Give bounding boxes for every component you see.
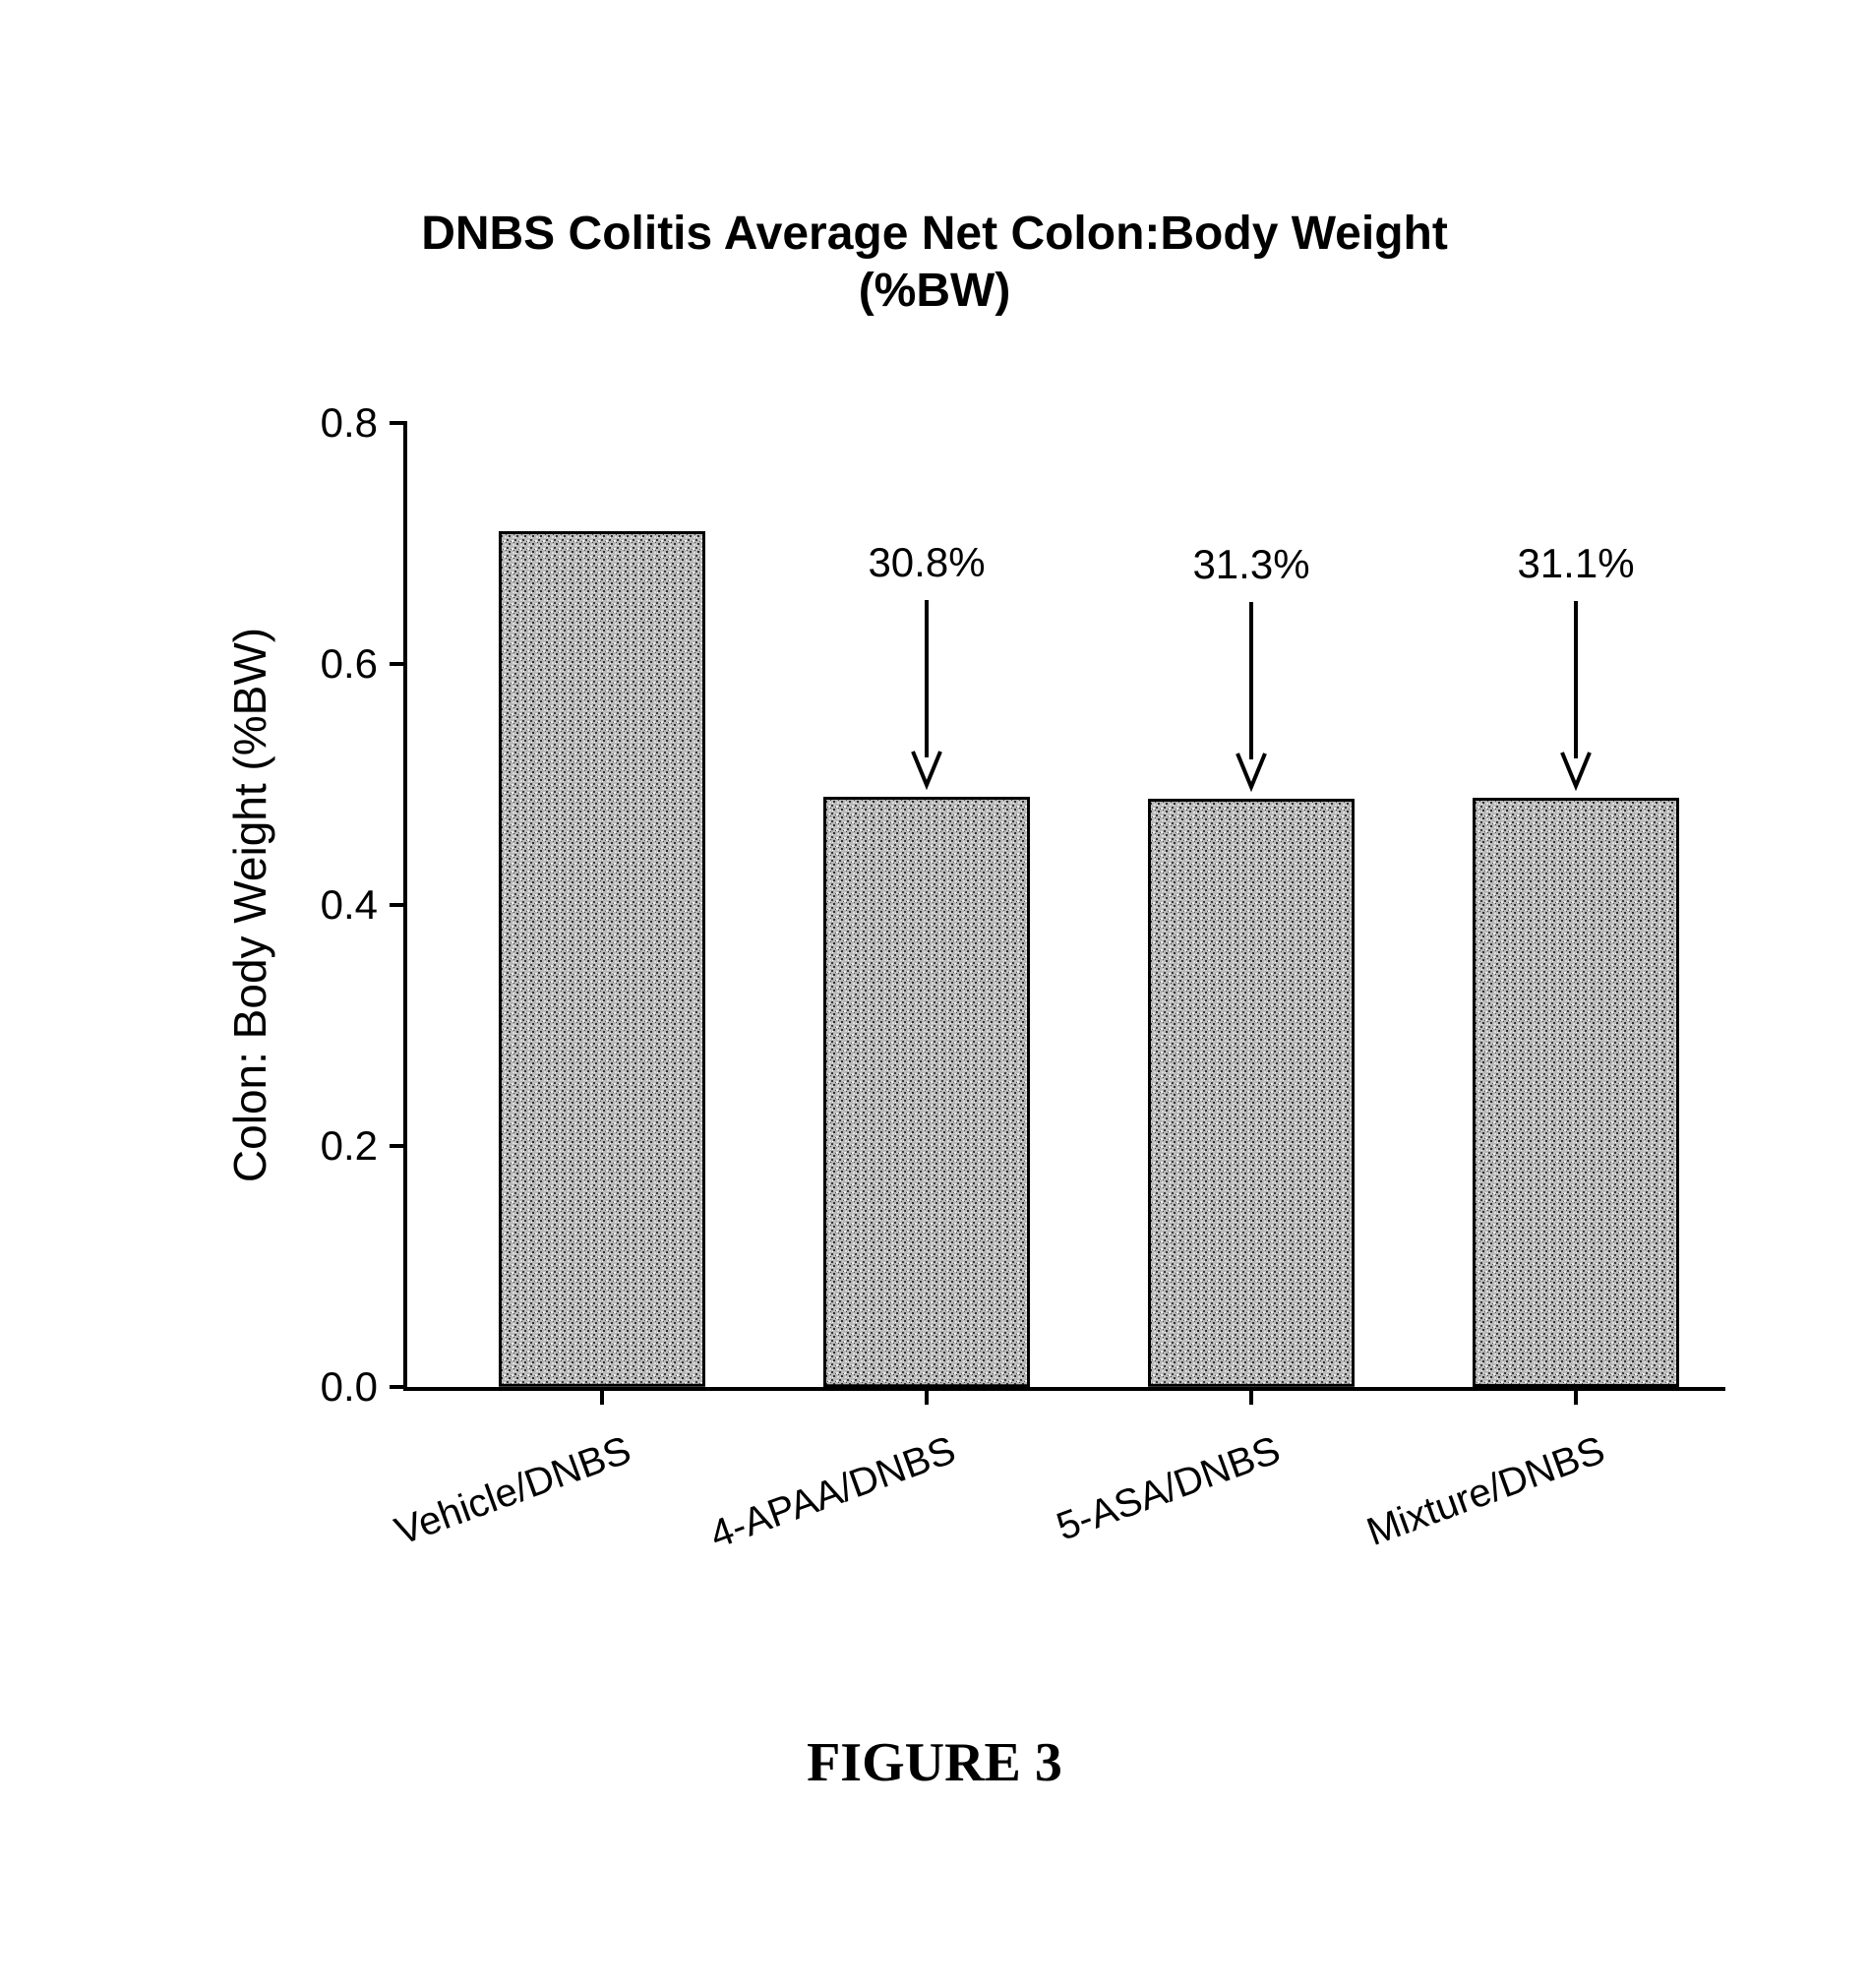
down-arrow-icon xyxy=(909,600,944,789)
y-tick xyxy=(390,1385,407,1389)
x-tick xyxy=(925,1387,929,1405)
y-tick-label: 0.8 xyxy=(260,399,378,447)
y-tick-label: 0.6 xyxy=(260,640,378,688)
x-tick-label: 4-APAA/DNBS xyxy=(576,1428,961,1604)
page-root: DNBS Colitis Average Net Colon:Body Weig… xyxy=(0,0,1869,1988)
x-tick xyxy=(1574,1387,1578,1405)
x-tick xyxy=(600,1387,604,1405)
bar-chart: Colon: Body Weight (%BW) 0.00.20.40.60.8… xyxy=(226,423,1731,1515)
x-tick-label: Vehicle/DNBS xyxy=(252,1428,636,1604)
bar xyxy=(499,531,705,1387)
figure-caption: FIGURE 3 xyxy=(0,1731,1869,1794)
x-tick xyxy=(1249,1387,1253,1405)
y-tick xyxy=(390,421,407,425)
down-arrow-icon xyxy=(1558,601,1594,790)
bar-annotation-label: 31.1% xyxy=(1517,540,1634,587)
y-tick-label: 0.0 xyxy=(260,1363,378,1411)
down-arrow-icon xyxy=(1234,602,1269,791)
bar xyxy=(1473,798,1679,1387)
y-tick-label: 0.4 xyxy=(260,881,378,929)
y-tick xyxy=(390,903,407,907)
y-tick xyxy=(390,1144,407,1148)
chart-title-line2: (%BW) xyxy=(0,264,1869,318)
y-tick xyxy=(390,662,407,666)
x-tick-label: Mixture/DNBS xyxy=(1226,1428,1610,1604)
bar xyxy=(1148,799,1355,1387)
bar-annotation-label: 30.8% xyxy=(868,539,985,586)
y-tick-label: 0.2 xyxy=(260,1122,378,1170)
chart-title-line1: DNBS Colitis Average Net Colon:Body Weig… xyxy=(0,207,1869,261)
bar-annotation-label: 31.3% xyxy=(1192,541,1309,588)
bar xyxy=(823,797,1030,1387)
plot-area: Colon: Body Weight (%BW) 0.00.20.40.60.8… xyxy=(403,423,1725,1391)
x-tick-label: 5-ASA/DNBS xyxy=(901,1428,1286,1604)
